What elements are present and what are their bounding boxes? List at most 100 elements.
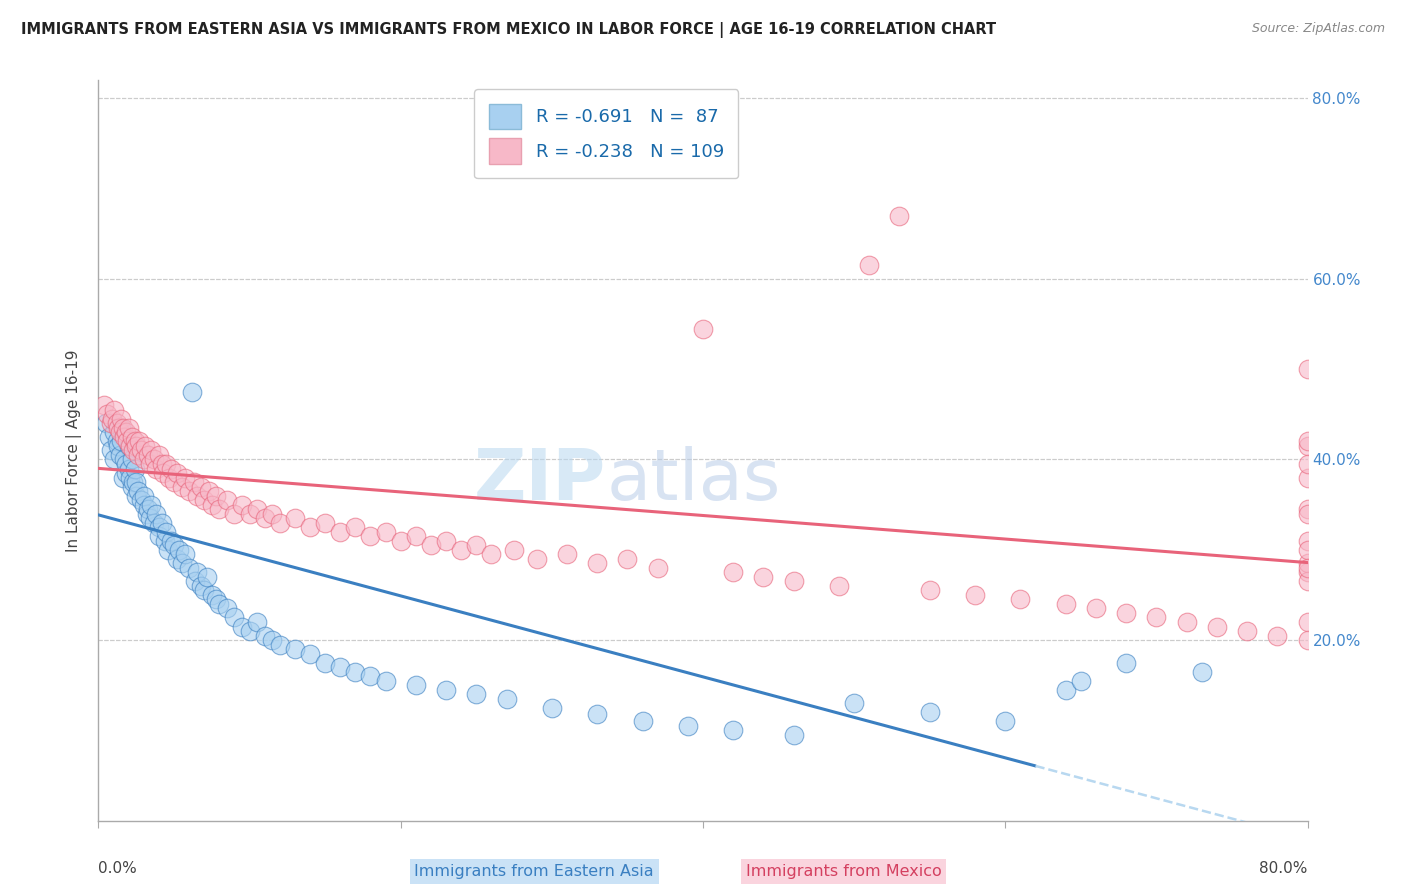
Point bbox=[108, 425, 131, 440]
Point bbox=[125, 475, 148, 489]
Point bbox=[96, 408, 118, 422]
Text: ZIP: ZIP bbox=[474, 446, 606, 515]
Point bbox=[239, 624, 262, 638]
Point bbox=[163, 538, 186, 552]
Point bbox=[125, 439, 148, 453]
Point bbox=[190, 479, 212, 493]
Point bbox=[299, 520, 322, 534]
Point bbox=[114, 466, 136, 480]
Point bbox=[299, 647, 322, 661]
Point bbox=[100, 443, 122, 458]
Point bbox=[284, 511, 307, 525]
Point bbox=[193, 493, 215, 508]
Point bbox=[118, 421, 141, 435]
Point bbox=[129, 493, 152, 508]
Text: atlas: atlas bbox=[606, 446, 780, 515]
Point bbox=[193, 583, 215, 598]
Point bbox=[118, 461, 141, 475]
Point bbox=[179, 484, 201, 499]
Point bbox=[107, 421, 129, 435]
Point bbox=[405, 529, 427, 543]
Point bbox=[160, 461, 183, 475]
Point bbox=[360, 529, 382, 543]
Point bbox=[129, 443, 152, 458]
Point bbox=[239, 507, 262, 521]
Point bbox=[121, 452, 143, 467]
Point bbox=[110, 434, 132, 449]
Point bbox=[495, 691, 517, 706]
Point bbox=[253, 629, 276, 643]
Point bbox=[173, 470, 195, 484]
Point bbox=[103, 452, 125, 467]
Point bbox=[170, 479, 193, 493]
Point bbox=[1115, 606, 1137, 620]
Point bbox=[269, 516, 291, 530]
Point bbox=[132, 452, 155, 467]
Point bbox=[844, 696, 866, 710]
Point bbox=[108, 448, 131, 462]
Point bbox=[918, 706, 941, 720]
Point bbox=[145, 461, 167, 475]
Point bbox=[215, 493, 238, 508]
Point bbox=[1296, 542, 1319, 557]
Point bbox=[135, 507, 157, 521]
Point bbox=[1296, 574, 1319, 589]
Point bbox=[1296, 533, 1319, 548]
Point bbox=[284, 642, 307, 657]
Point bbox=[344, 665, 367, 679]
Point bbox=[98, 430, 121, 444]
Point bbox=[1054, 597, 1077, 611]
Point bbox=[107, 439, 129, 453]
Point bbox=[1296, 502, 1319, 516]
Point bbox=[1085, 601, 1108, 615]
Point bbox=[1296, 633, 1319, 648]
Point bbox=[186, 566, 208, 580]
Point bbox=[586, 707, 609, 722]
Point bbox=[1115, 656, 1137, 670]
Point bbox=[148, 448, 170, 462]
Point bbox=[166, 551, 188, 566]
Point bbox=[965, 588, 987, 602]
Y-axis label: In Labor Force | Age 16-19: In Labor Force | Age 16-19 bbox=[66, 349, 83, 552]
Point bbox=[224, 507, 246, 521]
Point bbox=[120, 439, 142, 453]
Point bbox=[555, 547, 578, 561]
Point bbox=[434, 682, 457, 697]
Point bbox=[124, 434, 146, 449]
Point bbox=[215, 601, 238, 615]
Point bbox=[136, 502, 159, 516]
Point bbox=[450, 542, 472, 557]
Point bbox=[173, 547, 195, 561]
Point bbox=[1175, 615, 1198, 629]
Point bbox=[190, 579, 212, 593]
Point bbox=[1236, 624, 1258, 638]
Point bbox=[122, 475, 145, 489]
Point bbox=[783, 574, 806, 589]
Point bbox=[114, 457, 136, 471]
Point bbox=[723, 723, 745, 738]
Point bbox=[783, 728, 806, 742]
Point bbox=[231, 498, 253, 512]
Point bbox=[201, 588, 224, 602]
Point bbox=[150, 516, 173, 530]
Point bbox=[152, 466, 174, 480]
Point bbox=[420, 538, 443, 552]
Point bbox=[465, 538, 488, 552]
Point bbox=[828, 579, 851, 593]
Point bbox=[179, 561, 201, 575]
Point bbox=[134, 439, 156, 453]
Point bbox=[110, 412, 132, 426]
Point bbox=[224, 610, 246, 624]
Point bbox=[93, 398, 115, 412]
Point bbox=[159, 470, 181, 484]
Point bbox=[889, 209, 911, 223]
Point bbox=[647, 561, 669, 575]
Point bbox=[167, 542, 190, 557]
Point bbox=[1296, 439, 1319, 453]
Point bbox=[586, 557, 609, 571]
Point bbox=[1296, 566, 1319, 580]
Point bbox=[150, 457, 173, 471]
Point bbox=[183, 475, 205, 489]
Point bbox=[170, 557, 193, 571]
Point bbox=[118, 439, 141, 453]
